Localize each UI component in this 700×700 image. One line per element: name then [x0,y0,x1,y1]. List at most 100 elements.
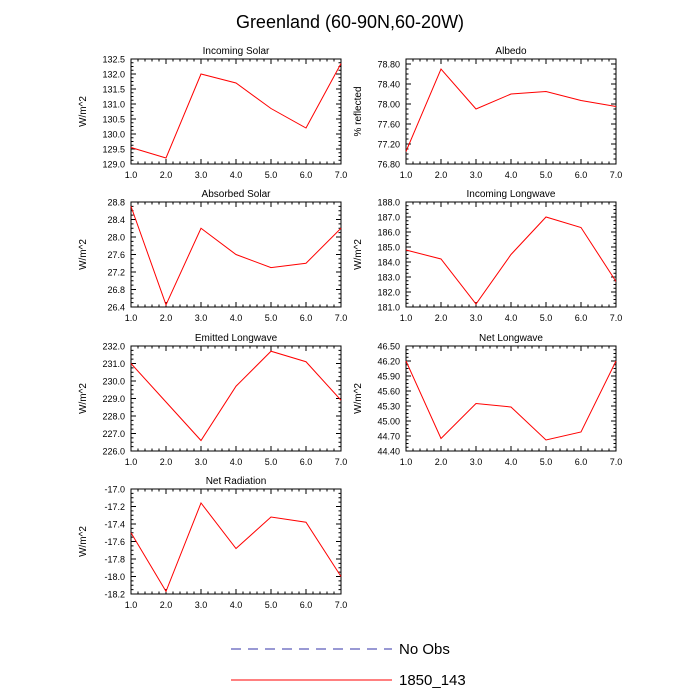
y-tick-label: 183.0 [377,273,400,283]
y-tick-label: 131.0 [102,100,125,110]
y-tick-label: 182.0 [377,288,400,298]
y-axis-label: W/m^2 [353,239,364,270]
y-tick-label: 44.40 [377,447,400,457]
x-tick-label: 1.0 [125,600,138,610]
y-tick-label: 131.5 [102,85,125,95]
x-tick-label: 2.0 [435,170,448,180]
y-tick-label: 44.70 [377,432,400,442]
x-tick-label: 1.0 [125,313,138,323]
y-axis-label: W/m^2 [78,526,89,557]
y-tick-label: 27.6 [107,250,125,260]
x-tick-label: 5.0 [265,170,278,180]
x-tick-label: 3.0 [195,600,208,610]
y-tick-label: 130.0 [102,130,125,140]
x-tick-label: 3.0 [195,313,208,323]
panel-title: Net Radiation [206,476,267,487]
x-tick-label: 4.0 [230,457,243,467]
y-tick-label: -17.8 [104,555,125,565]
y-tick-label: -17.0 [104,485,125,495]
series-line [130,63,342,159]
series-line [130,501,342,593]
y-tick-label: 78.00 [377,100,400,110]
x-tick-label: 3.0 [470,457,483,467]
y-tick-label: 129.0 [102,160,125,170]
y-tick-label: 232.0 [102,342,125,352]
legend: No Obs 1850_143 [231,641,466,689]
y-tick-label: 185.0 [377,243,400,253]
y-tick-label: 231.0 [102,359,125,369]
x-tick-label: 4.0 [230,170,243,180]
y-tick-label: 45.30 [377,402,400,412]
panels: Incoming Solar W/m^2 1.0 2.0 3.0 4.0 5.0 6.0 7.0… [78,46,622,610]
x-tick-label: 3.0 [195,170,208,180]
panel-title: Albedo [495,46,527,57]
y-tick-label: 28.4 [107,215,125,225]
panel-1: Incoming Solar W/m^2 1.0 2.0 3.0 4.0 5.0 6.0 7.0… [78,46,347,180]
x-tick-label: 4.0 [230,313,243,323]
plot-frame [405,345,617,452]
x-tick-label: 6.0 [575,457,588,467]
x-tick-label: 7.0 [335,600,348,610]
y-tick-label: 26.4 [107,303,125,313]
y-tick-label: -17.4 [104,520,125,530]
y-tick-label: -17.6 [104,537,125,547]
x-tick-label: 4.0 [505,313,518,323]
panel-title: Incoming Solar [203,46,270,57]
y-tick-label: 228.0 [102,412,125,422]
panel-2: Albedo % reflected 1.0 2.0 3.0 4.0 5.0 6.0 7.0 76… [353,46,622,180]
x-tick-label: 5.0 [265,457,278,467]
plot-frame [405,58,617,165]
y-axis-label: W/m^2 [353,383,364,414]
panel-5: Emitted Longwave W/m^2 1.0 2.0 3.0 4.0 5.0 6.0 7… [78,333,347,467]
y-tick-label: 226.0 [102,447,125,457]
y-tick-label: 132.5 [102,55,125,65]
x-tick-label: 6.0 [300,313,313,323]
y-tick-label: 45.90 [377,372,400,382]
x-tick-label: 6.0 [300,170,313,180]
panel-title: Net Longwave [479,333,543,344]
x-tick-label: 2.0 [160,600,173,610]
series-line [130,350,342,442]
plot-frame [130,488,342,595]
y-tick-label: 229.0 [102,394,125,404]
x-tick-label: 6.0 [300,457,313,467]
y-tick-label: 129.5 [102,145,125,155]
x-tick-label: 1.0 [125,170,138,180]
x-tick-label: 2.0 [160,170,173,180]
panel-title: Emitted Longwave [195,333,278,344]
panel-3: Absorbed Solar W/m^2 1.0 2.0 3.0 4.0 5.0 6.0 7.0… [78,189,347,323]
panel-title: Incoming Longwave [467,189,556,200]
x-tick-label: 4.0 [505,170,518,180]
y-tick-label: 78.40 [377,80,400,90]
y-tick-label: 184.0 [377,258,400,268]
x-tick-label: 1.0 [400,170,413,180]
panel-7: Net Radiation W/m^2 1.0 2.0 3.0 4.0 5.0 6.0 7.0 -… [78,476,347,610]
x-tick-label: 2.0 [435,457,448,467]
y-tick-label: 181.0 [377,303,400,313]
y-tick-label: 28.8 [107,198,125,208]
y-tick-label: 227.0 [102,429,125,439]
x-tick-label: 4.0 [230,600,243,610]
y-tick-label: 77.20 [377,140,400,150]
y-tick-label: -18.2 [104,590,125,600]
y-tick-label: 26.8 [107,285,125,295]
x-tick-label: 5.0 [265,313,278,323]
series-line [405,68,617,152]
x-tick-label: 3.0 [470,170,483,180]
y-tick-label: -17.2 [104,502,125,512]
y-tick-label: -18.0 [104,572,125,582]
legend-entry: 1850_143 [231,672,466,689]
y-axis-label: W/m^2 [78,383,89,414]
y-tick-label: 186.0 [377,228,400,238]
panel-4: Incoming Longwave W/m^2 1.0 2.0 3.0 4.0 5.0 6.0… [353,189,622,323]
series-line [130,206,342,307]
legend-entry: No Obs [231,641,450,658]
y-axis-label: W/m^2 [78,239,89,270]
y-tick-label: 45.60 [377,387,400,397]
x-tick-label: 7.0 [335,170,348,180]
panel-title: Absorbed Solar [202,189,272,200]
x-tick-label: 5.0 [265,600,278,610]
x-tick-label: 2.0 [160,457,173,467]
y-tick-label: 188.0 [377,198,400,208]
